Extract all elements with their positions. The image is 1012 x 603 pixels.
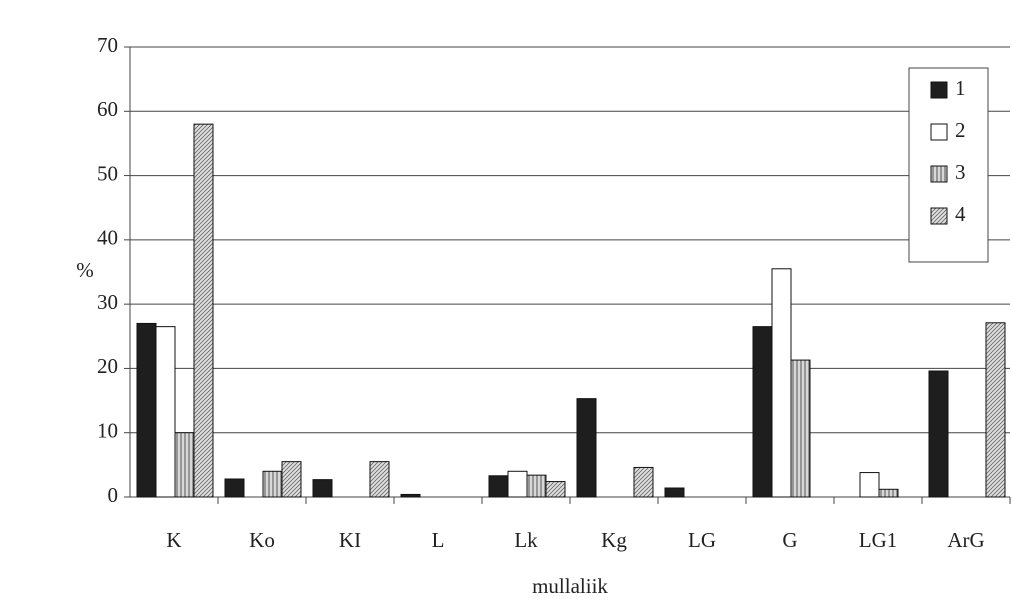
x-tick-label: ArG bbox=[947, 528, 984, 552]
bar bbox=[263, 471, 282, 497]
legend-box bbox=[909, 68, 988, 262]
legend-label: 4 bbox=[955, 202, 966, 226]
y-tick-label: 40 bbox=[97, 226, 118, 250]
y-tick-label: 70 bbox=[97, 33, 118, 57]
y-tick-label: 0 bbox=[108, 483, 119, 507]
x-tick-label: G bbox=[782, 528, 797, 552]
x-tick-label: KI bbox=[339, 528, 361, 552]
x-tick-label: K bbox=[166, 528, 181, 552]
x-tick-label: Lk bbox=[514, 528, 538, 552]
bar bbox=[634, 467, 653, 497]
bar bbox=[860, 473, 879, 497]
bar bbox=[546, 482, 565, 497]
bar bbox=[753, 327, 772, 497]
bar bbox=[527, 475, 546, 497]
bar bbox=[929, 371, 948, 497]
legend-swatch bbox=[931, 166, 947, 182]
bar bbox=[665, 488, 684, 497]
legend-label: 1 bbox=[955, 76, 966, 100]
bar bbox=[175, 433, 194, 497]
y-tick-label: 20 bbox=[97, 354, 118, 378]
bar bbox=[791, 360, 810, 497]
bar bbox=[577, 399, 596, 497]
chart: % mullaliik 0 10 20 30 40 50 60 70 K Ko KI L Lk Kg LG G… bbox=[0, 0, 1012, 603]
bar bbox=[313, 480, 332, 497]
bar bbox=[986, 323, 1005, 497]
bar bbox=[370, 462, 389, 497]
legend-swatch bbox=[931, 208, 947, 224]
bar bbox=[489, 476, 508, 497]
legend-label: 2 bbox=[955, 118, 966, 142]
legend-swatch bbox=[931, 124, 947, 140]
bar bbox=[401, 494, 420, 497]
legend-label: 3 bbox=[955, 160, 966, 184]
bar bbox=[156, 327, 175, 497]
y-tick-label: 60 bbox=[97, 97, 118, 121]
bar bbox=[879, 489, 898, 497]
x-tick-label: L bbox=[432, 528, 445, 552]
bar bbox=[508, 471, 527, 497]
y-tick-label: 50 bbox=[97, 161, 118, 185]
y-tick-label: 10 bbox=[97, 419, 118, 443]
bar bbox=[194, 124, 213, 497]
y-tick-label: 30 bbox=[97, 290, 118, 314]
bar bbox=[225, 479, 244, 497]
y-axis-label: % bbox=[76, 258, 94, 282]
bar bbox=[137, 323, 156, 497]
x-tick-label: LG bbox=[688, 528, 716, 552]
bar bbox=[772, 269, 791, 497]
legend-swatch bbox=[931, 82, 947, 98]
x-tick-label: Kg bbox=[601, 528, 627, 552]
x-tick-label: Ko bbox=[249, 528, 275, 552]
x-axis-label: mullaliik bbox=[532, 574, 608, 598]
bar bbox=[282, 462, 301, 497]
x-tick-label: LG1 bbox=[859, 528, 898, 552]
